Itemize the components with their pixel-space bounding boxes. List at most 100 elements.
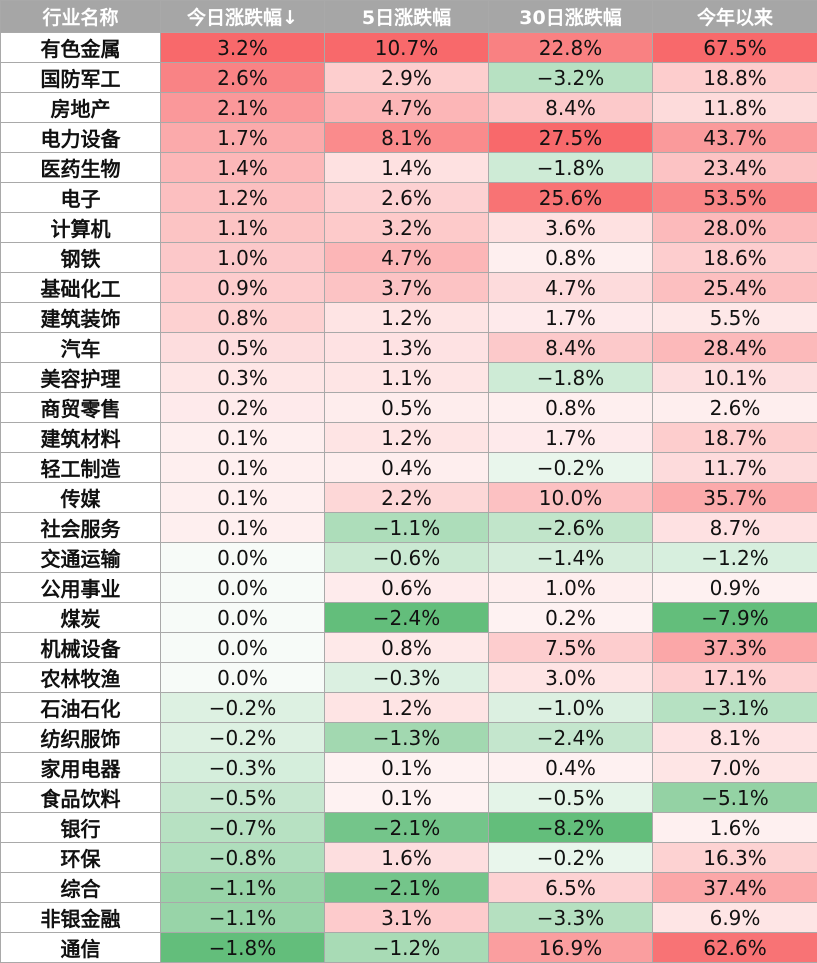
- 5day-change-cell: 0.1%: [325, 783, 489, 813]
- ytd-change-cell: 6.9%: [653, 903, 817, 933]
- 5day-change-cell: 3.1%: [325, 903, 489, 933]
- ytd-change-cell: −5.1%: [653, 783, 817, 813]
- 30day-change-cell: −8.2%: [489, 813, 653, 843]
- 30day-change-cell: 1.0%: [489, 573, 653, 603]
- 5day-change-cell: 0.4%: [325, 453, 489, 483]
- table-row[interactable]: 银行−0.7%−2.1%−8.2%1.6%: [1, 813, 817, 843]
- ytd-change-cell: 2.6%: [653, 393, 817, 423]
- 30day-change-cell: 0.8%: [489, 393, 653, 423]
- table-row[interactable]: 家用电器−0.3%0.1%0.4%7.0%: [1, 753, 817, 783]
- header-today-change[interactable]: 今日涨跌幅↓: [161, 1, 325, 33]
- 30day-change-cell: −0.5%: [489, 783, 653, 813]
- ytd-change-cell: 8.1%: [653, 723, 817, 753]
- table-row[interactable]: 非银金融−1.1%3.1%−3.3%6.9%: [1, 903, 817, 933]
- today-change-cell: −0.7%: [161, 813, 325, 843]
- today-change-cell: 0.1%: [161, 453, 325, 483]
- 5day-change-cell: 1.2%: [325, 303, 489, 333]
- table-row[interactable]: 食品饮料−0.5%0.1%−0.5%−5.1%: [1, 783, 817, 813]
- today-change-cell: 1.0%: [161, 243, 325, 273]
- industry-name-cell: 综合: [1, 873, 161, 903]
- 5day-change-cell: −2.1%: [325, 873, 489, 903]
- 30day-change-cell: −1.4%: [489, 543, 653, 573]
- 30day-change-cell: 8.4%: [489, 93, 653, 123]
- today-change-cell: 0.0%: [161, 633, 325, 663]
- header-row: 行业名称 今日涨跌幅↓ 5日涨跌幅 30日涨跌幅 今年以来: [1, 1, 817, 33]
- 5day-change-cell: 2.2%: [325, 483, 489, 513]
- ytd-change-cell: 18.6%: [653, 243, 817, 273]
- today-change-cell: 0.8%: [161, 303, 325, 333]
- header-ytd-change[interactable]: 今年以来: [653, 1, 817, 33]
- industry-name-cell: 房地产: [1, 93, 161, 123]
- 30day-change-cell: 1.7%: [489, 423, 653, 453]
- ytd-change-cell: 23.4%: [653, 153, 817, 183]
- 5day-change-cell: 10.7%: [325, 33, 489, 63]
- 5day-change-cell: 8.1%: [325, 123, 489, 153]
- 30day-change-cell: 0.4%: [489, 753, 653, 783]
- ytd-change-cell: 11.7%: [653, 453, 817, 483]
- ytd-change-cell: −3.1%: [653, 693, 817, 723]
- industry-name-cell: 汽车: [1, 333, 161, 363]
- 5day-change-cell: 1.4%: [325, 153, 489, 183]
- ytd-change-cell: 18.7%: [653, 423, 817, 453]
- 5day-change-cell: 1.2%: [325, 693, 489, 723]
- 5day-change-cell: 1.2%: [325, 423, 489, 453]
- 5day-change-cell: −1.3%: [325, 723, 489, 753]
- today-change-cell: −0.2%: [161, 723, 325, 753]
- table-row[interactable]: 石油石化−0.2%1.2%−1.0%−3.1%: [1, 693, 817, 723]
- 30day-change-cell: −3.3%: [489, 903, 653, 933]
- ytd-change-cell: 8.7%: [653, 513, 817, 543]
- ytd-change-cell: 28.4%: [653, 333, 817, 363]
- industry-name-cell: 非银金融: [1, 903, 161, 933]
- 5day-change-cell: 2.9%: [325, 63, 489, 93]
- 5day-change-cell: 1.6%: [325, 843, 489, 873]
- industry-name-cell: 计算机: [1, 213, 161, 243]
- table-row[interactable]: 环保−0.8%1.6%−0.2%16.3%: [1, 843, 817, 873]
- ytd-change-cell: 53.5%: [653, 183, 817, 213]
- 30day-change-cell: −1.8%: [489, 363, 653, 393]
- ytd-change-cell: 62.6%: [653, 933, 817, 963]
- ytd-change-cell: 11.8%: [653, 93, 817, 123]
- 30day-change-cell: −0.2%: [489, 453, 653, 483]
- table-row[interactable]: 纺织服饰−0.2%−1.3%−2.4%8.1%: [1, 723, 817, 753]
- header-5day-change[interactable]: 5日涨跌幅: [325, 1, 489, 33]
- table-row[interactable]: 综合−1.1%−2.1%6.5%37.4%: [1, 873, 817, 903]
- 30day-change-cell: −2.6%: [489, 513, 653, 543]
- today-change-cell: 0.1%: [161, 423, 325, 453]
- ytd-change-cell: 35.7%: [653, 483, 817, 513]
- today-change-cell: 1.4%: [161, 153, 325, 183]
- table-row[interactable]: 通信−1.8%−1.2%16.9%62.6%: [1, 933, 817, 963]
- 5day-change-cell: 1.1%: [325, 363, 489, 393]
- 5day-change-cell: 4.7%: [325, 93, 489, 123]
- industry-name-cell: 钢铁: [1, 243, 161, 273]
- ytd-change-cell: 25.4%: [653, 273, 817, 303]
- 30day-change-cell: 6.5%: [489, 873, 653, 903]
- industry-name-cell: 公用事业: [1, 573, 161, 603]
- 5day-change-cell: −2.4%: [325, 603, 489, 633]
- header-30day-change[interactable]: 30日涨跌幅: [489, 1, 653, 33]
- today-change-cell: 2.6%: [161, 63, 325, 93]
- today-change-cell: 0.0%: [161, 663, 325, 693]
